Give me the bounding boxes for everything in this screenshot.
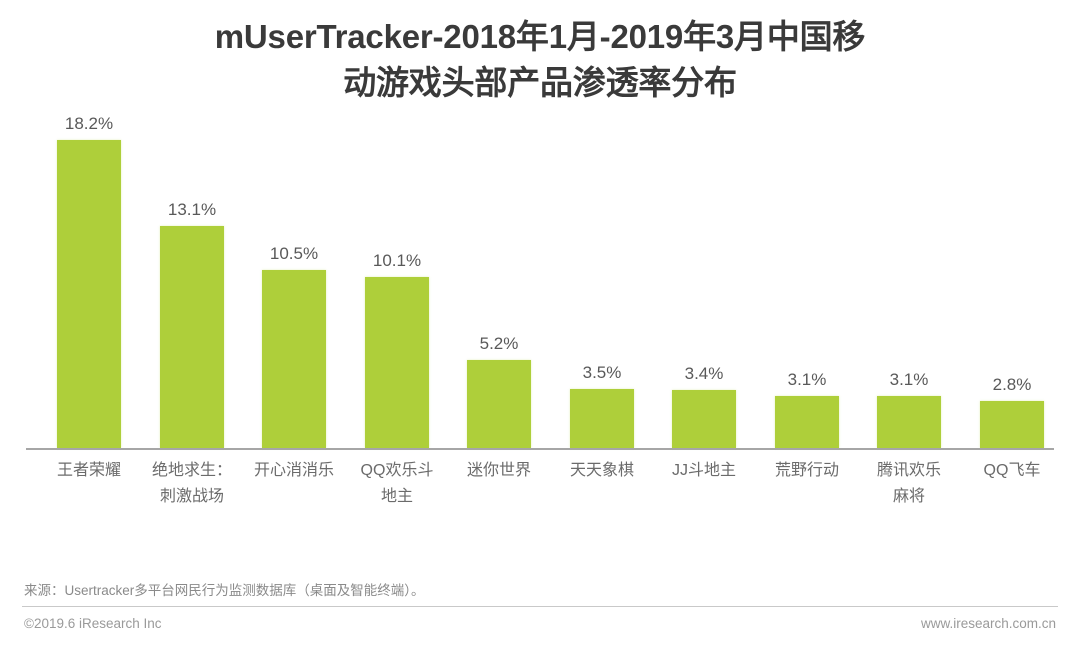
bar-value-label: 5.2%	[479, 334, 519, 353]
bar[interactable]	[672, 390, 736, 448]
bar[interactable]	[365, 277, 429, 448]
source-note: 来源：Usertracker多平台网民行为监测数据库（桌面及智能终端）。	[24, 583, 425, 598]
category-label: JJ斗地主	[671, 462, 736, 479]
bar[interactable]	[877, 396, 941, 448]
chart-title: mUserTracker-2018年1月-2019年3月中国移 动游戏头部产品渗…	[0, 14, 1080, 106]
category-label: 开心消消乐	[253, 462, 334, 479]
bar[interactable]	[160, 226, 224, 448]
bar-value-label: 18.2%	[64, 114, 114, 133]
category-label: 迷你世界	[466, 462, 531, 479]
chart-title-line-1: mUserTracker-2018年1月-2019年3月中国移	[214, 18, 866, 55]
category-label: 绝地求生： 刺激战场	[151, 462, 232, 505]
bar-slot: 13.1%	[160, 140, 224, 448]
bar-slot: 2.8%	[980, 140, 1044, 448]
bar-value-label: 3.1%	[889, 370, 929, 389]
bar-value-label: 10.5%	[269, 244, 319, 263]
bar-chart: 18.2% 13.1% 10.5% 10.1% 5.2% 3.5% 3.4% 3.1% 3.1%…	[26, 114, 1054, 505]
category-label: 天天象棋	[569, 462, 634, 479]
bar-value-label: 13.1%	[167, 200, 217, 219]
bar-value-label: 3.1%	[787, 370, 827, 389]
chart-plot-area: 18.2% 13.1% 10.5% 10.1% 5.2% 3.5% 3.4% 3.1% 3.1%…	[26, 114, 1054, 448]
bar-value-label: 3.5%	[582, 363, 622, 382]
bar[interactable]	[467, 360, 531, 448]
category-label: 荒野行动	[774, 462, 839, 479]
bar-value-label: 2.8%	[992, 375, 1032, 394]
bar-value-label: 3.4%	[684, 364, 724, 383]
category-label: 王者荣耀	[56, 462, 121, 479]
copyright-note: ©2019.6 iResearch Inc	[24, 616, 162, 631]
bar-value-label: 10.1%	[372, 251, 422, 270]
bar-slot: 3.1%	[775, 140, 839, 448]
bar[interactable]	[570, 389, 634, 448]
category-label: 腾讯欢乐 麻将	[876, 462, 941, 505]
website-link[interactable]: www.iresearch.com.cn	[920, 616, 1056, 631]
bar-slot: 3.5%	[570, 140, 634, 448]
footer-divider	[22, 606, 1058, 607]
bar-slot: 3.1%	[877, 140, 941, 448]
bar-slot: 3.4%	[672, 140, 736, 448]
chart-footer: 来源：Usertracker多平台网民行为监测数据库（桌面及智能终端）。 ©20…	[0, 579, 1080, 649]
bar-slot: 10.1%	[365, 140, 429, 448]
category-label: QQ飞车	[983, 462, 1041, 479]
bar[interactable]	[775, 396, 839, 448]
bar-slot: 5.2%	[467, 140, 531, 448]
bar-slot: 10.5%	[262, 140, 326, 448]
bar[interactable]	[57, 140, 121, 448]
bar-slot: 18.2%	[57, 114, 121, 448]
x-axis-line	[26, 448, 1054, 450]
bar[interactable]	[980, 401, 1044, 448]
chart-title-line-2: 动游戏头部产品渗透率分布	[343, 64, 737, 101]
category-label: QQ欢乐斗 地主	[360, 462, 434, 505]
bar[interactable]	[262, 270, 326, 448]
